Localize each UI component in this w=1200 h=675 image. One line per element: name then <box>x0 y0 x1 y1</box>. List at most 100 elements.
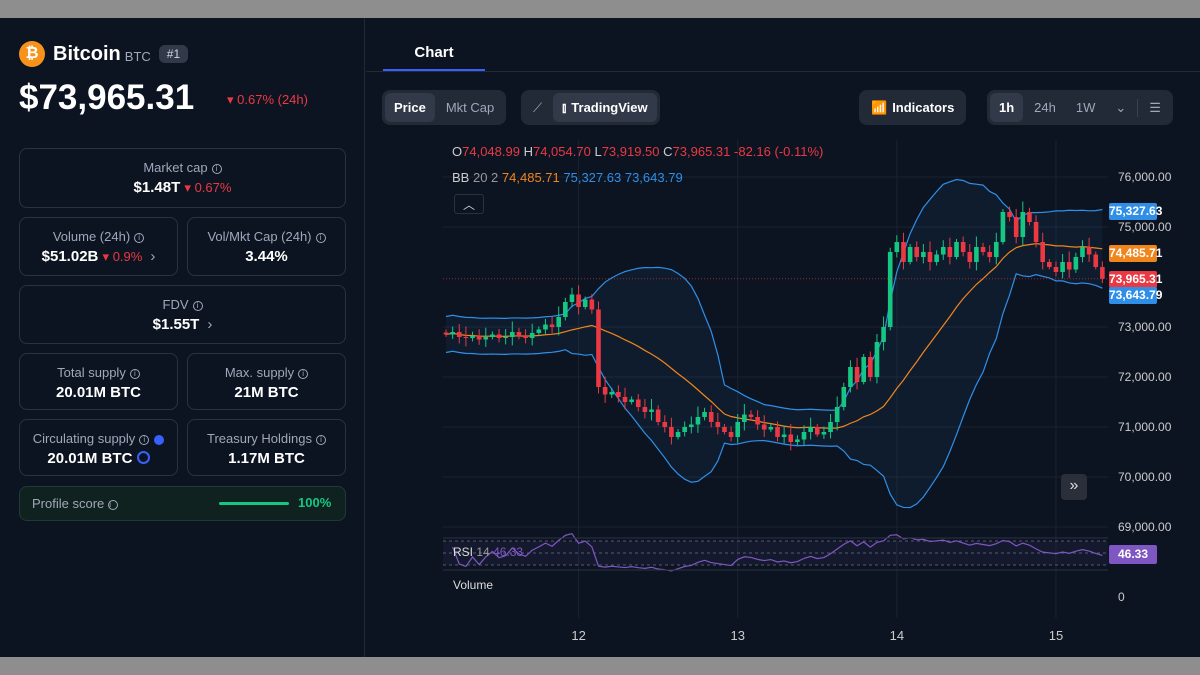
candle-body <box>894 242 900 252</box>
range-1h[interactable]: 1h <box>990 93 1024 122</box>
candle-body <box>808 427 813 432</box>
candle-body <box>1007 212 1012 217</box>
scroll-to-realtime-button[interactable]: » <box>1061 474 1087 500</box>
profile-score[interactable]: Profile score i 100% <box>19 486 346 521</box>
candle-body <box>768 427 774 430</box>
market-cap-change: ▾ 0.67% <box>184 180 232 195</box>
y-tick-label: 69,000.00 <box>1118 520 1172 534</box>
chevron-right-icon[interactable]: › <box>207 316 213 333</box>
treasury-label: Treasury Holdings <box>206 431 312 446</box>
profile-score-bar <box>219 502 289 505</box>
candle-body <box>814 427 820 435</box>
tradingview-label: TradingView <box>571 100 648 115</box>
chart-type-toggle: ⟋ ⫾ TradingView <box>521 90 660 125</box>
candle-body <box>775 427 780 437</box>
info-icon[interactable]: i <box>316 434 326 445</box>
candle-body <box>629 399 634 402</box>
collapse-legend-button[interactable]: ︿ <box>454 194 484 214</box>
volume-zero-tick: 0 <box>1118 590 1125 604</box>
volume-change: ▾ 0.9% <box>102 249 143 264</box>
candle-body <box>715 422 721 427</box>
candle-body <box>728 432 734 437</box>
candle-body <box>450 332 455 335</box>
candle-body <box>861 357 866 382</box>
bitcoin-logo-icon: ₿ <box>19 41 45 67</box>
indicators-button[interactable]: 📶 Indicators <box>862 93 963 122</box>
rsi-value: 46.33 <box>493 545 524 559</box>
candle-body <box>602 387 608 395</box>
tab-chart[interactable]: Chart <box>414 44 454 61</box>
rsi-price-label: 46.33 <box>1109 545 1157 564</box>
coin-name: Bitcoin <box>53 42 121 65</box>
rsi-line <box>452 533 1103 572</box>
profile-score-fill <box>219 502 289 505</box>
tradingview-button[interactable]: ⫾ TradingView <box>553 93 657 122</box>
total-supply-label: Total supply <box>57 365 126 380</box>
range-group: 1h 24h 1W ⌄ ☰ <box>987 90 1173 125</box>
candle-body <box>960 242 966 252</box>
line-chart-icon: ⟋ <box>533 99 543 115</box>
info-icon[interactable]: i <box>134 232 145 243</box>
info-icon[interactable]: i <box>298 368 309 379</box>
candle-body <box>549 324 555 327</box>
coin-symbol: BTC <box>124 48 151 64</box>
candle-body <box>496 334 502 338</box>
close-label: C <box>663 144 673 159</box>
info-icon[interactable]: i <box>315 232 326 243</box>
info-icon[interactable]: i <box>129 368 140 379</box>
candle-body <box>589 299 595 310</box>
caret-down-icon: ▾ <box>227 92 238 107</box>
mkt-cap-button[interactable]: Mkt Cap <box>445 100 495 115</box>
chart-panel: Chart Price Mkt Cap ⟋ ⫾ TradingView 📶 Indi… <box>366 18 1200 657</box>
info-icon[interactable]: i <box>192 300 203 311</box>
total-supply-value: 20.01M BTC <box>55 384 142 401</box>
price-change: ▾ 0.67% (24h) <box>227 92 308 107</box>
volume-card[interactable]: Volume (24h) i $51.02B ▾ 0.9% › <box>19 217 178 276</box>
candle-body <box>516 332 522 336</box>
candle-body <box>536 329 542 333</box>
price-chart[interactable]: 76,000.00 75,000.00 73,000.00 72,000.00 71,0… <box>366 18 1200 657</box>
candle-body <box>748 414 754 417</box>
candle-body <box>1086 247 1092 255</box>
info-icon[interactable]: i <box>108 499 119 510</box>
bb-lower-price-label: 73,643.79 <box>1109 286 1163 304</box>
candle-body <box>940 247 946 255</box>
candle-body <box>848 367 853 387</box>
candle-body <box>642 407 648 412</box>
candle-body <box>1093 254 1099 267</box>
candle-body <box>563 302 568 317</box>
circ-supply-value: 20.01M BTC <box>47 450 133 467</box>
candle-body <box>463 337 469 338</box>
coin-sidebar: ₿ Bitcoin BTC #1 $73,965.31 ▾ 0.67% (24h… <box>0 18 365 657</box>
candle-body <box>834 407 840 422</box>
candle-body <box>735 422 741 437</box>
line-chart-button[interactable]: ⟋ <box>524 93 551 122</box>
total-supply-card: Total supply i 20.01M BTC <box>19 353 178 410</box>
last-price-label: 73,965.31 <box>1109 270 1163 288</box>
settings-sliders-icon[interactable]: ☰ <box>1149 99 1161 115</box>
price-button[interactable]: Price <box>385 93 435 122</box>
candle-body <box>1100 267 1105 279</box>
bb-label: BB <box>452 170 470 185</box>
x-tick-label: 12 <box>571 628 585 643</box>
candle-body <box>476 336 482 340</box>
candle-body <box>569 294 575 302</box>
fdv-card[interactable]: FDV i $1.55T › <box>19 285 346 344</box>
info-icon[interactable]: i <box>139 434 150 445</box>
high-label: H <box>523 144 533 159</box>
vol-mkt-card: Vol/Mkt Cap (24h) i 3.44% <box>187 217 346 276</box>
candle-body <box>854 367 860 382</box>
range-dropdown-chevron-icon[interactable]: ⌄ <box>1115 99 1127 115</box>
candle-body <box>1013 217 1019 237</box>
candle-body <box>662 422 668 427</box>
chevron-right-icon[interactable]: › <box>150 248 156 265</box>
candle-body <box>635 399 641 407</box>
range-24h[interactable]: 24h <box>1034 100 1056 115</box>
range-1w[interactable]: 1W <box>1075 100 1096 115</box>
fdv-value: $1.55T <box>152 316 200 333</box>
divider <box>1137 98 1139 117</box>
info-icon[interactable]: i <box>211 163 222 174</box>
candle-body <box>596 309 601 387</box>
bb-mid-value: 74,485.71 <box>501 170 560 185</box>
max-supply-value: 21M BTC <box>234 384 299 401</box>
